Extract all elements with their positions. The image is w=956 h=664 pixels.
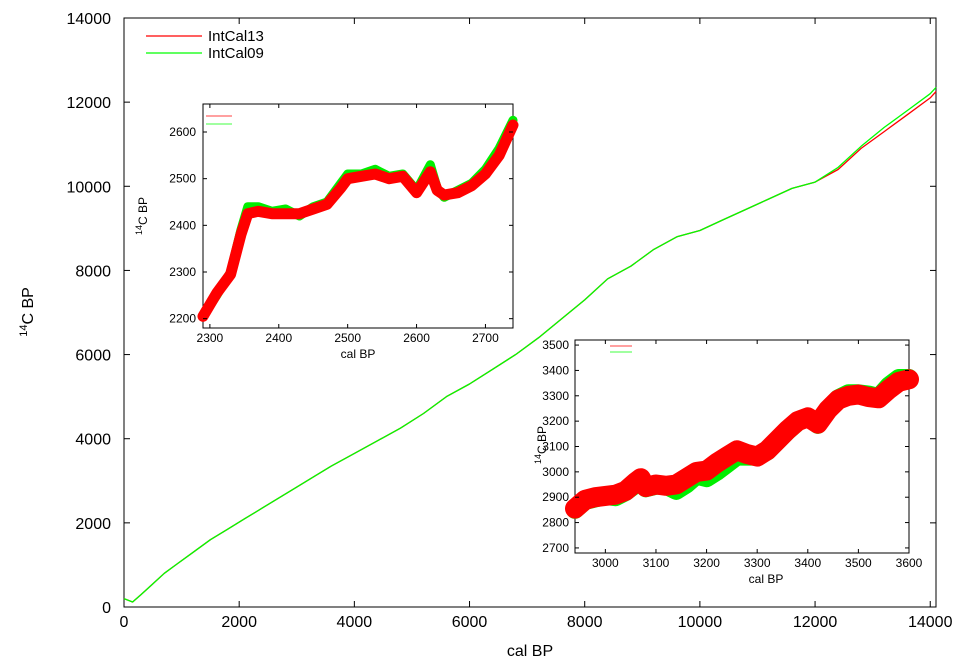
inset2-y-tick-label: 3500	[542, 338, 569, 352]
inset2-x-tick-label: 3600	[896, 556, 923, 570]
main-chart: 0 2000 4000 6000 8000 10000 12000 14000 0 2000 400…	[18, 11, 953, 660]
inset1-y-axis-label-rest: C BP	[136, 197, 150, 225]
inset1-x-tick-label: 2500	[334, 331, 361, 345]
inset2-y-tick-label: 2800	[542, 516, 569, 530]
inset2-y-axis-label-rest: C BP	[535, 426, 549, 454]
inset2-x-tick-label: 3200	[693, 556, 720, 570]
main-y-tick-label: 4000	[75, 432, 111, 449]
inset2-y-axis-title: 14C BP	[533, 426, 549, 464]
inset1-x-tick-label: 2700	[472, 331, 499, 345]
inset-chart-1: 2300 2400 2500 2600 270022002300240025002600…	[134, 103, 519, 361]
main-y-tick-label: 2000	[75, 516, 111, 533]
inset1-y-tick-label: 2200	[169, 312, 196, 326]
main-x-tick-label: 0	[120, 614, 129, 631]
main-y-tick-label: 14000	[67, 11, 112, 28]
inset1-y-axis-title: 14C BP	[134, 197, 150, 235]
inset1-plot-frame	[202, 103, 514, 329]
inset1-series	[197, 115, 519, 322]
inset2-ticks: 3000 3100 3200 3300 3400 3500 3600 2700 2800 2900…	[542, 338, 922, 570]
inset2-x-tick-label: 3000	[592, 556, 619, 570]
inset2-x-tick-label: 3400	[794, 556, 821, 570]
inset1-y-axis-superscript: 14	[134, 225, 144, 235]
inset2-x-tick-label: 3100	[643, 556, 670, 570]
inset1-band-intcal13	[197, 119, 519, 322]
main-x-tick-label: 4000	[337, 614, 373, 631]
inset2-x-tick-label: 3300	[744, 556, 771, 570]
main-y-tick-label: 6000	[75, 348, 111, 365]
main-y-axis-title: 14C BP	[18, 287, 37, 337]
inset1-y-tick-label: 2300	[169, 265, 196, 279]
inset2-y-axis-superscript: 14	[533, 454, 543, 464]
main-y-tick-label: 0	[102, 600, 111, 617]
inset2-band-intcal13	[565, 369, 919, 519]
main-y-axis-superscript: 14	[18, 325, 30, 337]
inset2-y-tick-label: 3100	[542, 440, 569, 454]
main-y-tick-label: 12000	[67, 95, 112, 112]
main-y-axis-label-rest: C BP	[20, 287, 37, 324]
inset-chart-2: 3000 3100 3200 3300 3400 3500 3600 2700 2800 2900…	[533, 338, 923, 586]
inset2-series	[565, 369, 919, 519]
inset1-x-tick-label: 2600	[403, 331, 430, 345]
main-y-tick-label: 10000	[67, 179, 112, 196]
main-x-axis-title: cal BP	[507, 643, 553, 660]
legend-label-intcal09: IntCal09	[208, 45, 264, 62]
main-x-tick-label: 6000	[452, 614, 488, 631]
inset2-y-tick-label: 3300	[542, 389, 569, 403]
main-y-tick-label: 8000	[75, 263, 111, 280]
inset1-x-tick-label: 2300	[197, 331, 224, 345]
main-x-tick-label: 14000	[908, 614, 953, 631]
inset2-y-tick-label: 2900	[542, 490, 569, 504]
inset2-x-axis-title: cal BP	[749, 572, 784, 586]
inset2-y-tick-label: 2700	[542, 541, 569, 555]
main-x-tick-label: 12000	[793, 614, 838, 631]
main-x-tick-label: 2000	[221, 614, 257, 631]
main-plot-frame	[123, 17, 937, 608]
main-ticks: 0 2000 4000 6000 8000 10000 12000 14000 0 2000 400…	[67, 11, 953, 631]
inset2-y-tick-label: 3200	[542, 414, 569, 428]
inset1-y-tick-label: 2600	[169, 125, 196, 139]
legend: IntCal13 IntCal09	[146, 28, 264, 62]
main-x-tick-label: 10000	[678, 614, 723, 631]
inset1-y-tick-label: 2400	[169, 218, 196, 232]
inset1-y-tick-label: 2500	[169, 172, 196, 186]
main-x-tick-label: 8000	[567, 614, 603, 631]
inset1-x-tick-label: 2400	[265, 331, 292, 345]
legend-label-intcal13: IntCal13	[208, 28, 264, 45]
inset2-y-tick-label: 3000	[542, 465, 569, 479]
main-line-intcal09	[123, 86, 937, 603]
main-series	[123, 86, 937, 603]
inset2-y-tick-label: 3400	[542, 363, 569, 377]
inset1-x-axis-title: cal BP	[341, 347, 376, 361]
inset2-x-tick-label: 3500	[845, 556, 872, 570]
